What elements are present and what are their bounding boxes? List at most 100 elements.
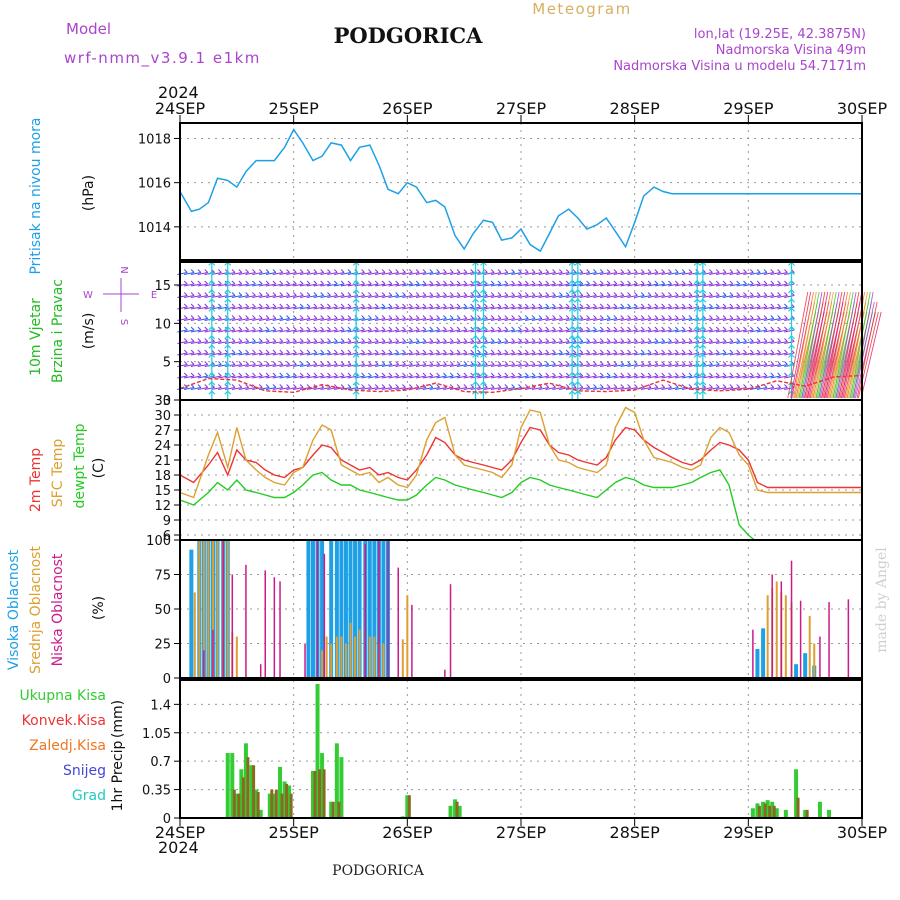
wind-barb-tip xyxy=(327,292,331,296)
mid-cloud-bar xyxy=(349,622,352,678)
wind-barb-tip xyxy=(606,338,611,342)
wind-barb xyxy=(374,318,386,321)
precip-unit: (mm) xyxy=(110,700,126,738)
wind-barb-tip xyxy=(736,292,741,296)
wind-barb xyxy=(231,306,242,310)
wind-barb xyxy=(327,329,338,333)
wind-barb-tip xyxy=(688,349,693,354)
wind-barb-tip xyxy=(293,349,297,354)
wind-barb-tip xyxy=(258,372,263,377)
wind-barb-tip xyxy=(286,372,290,377)
wind-barb-tip xyxy=(531,303,536,308)
wind-barb-tip xyxy=(299,361,304,365)
wind-barb xyxy=(743,283,754,287)
wind-barb xyxy=(715,272,727,275)
wind-barb xyxy=(750,352,761,356)
wind-barb xyxy=(245,306,256,310)
mid-cloud-bar xyxy=(216,540,219,678)
wind-barb-tip xyxy=(204,372,209,377)
wind-barb xyxy=(395,318,406,321)
wind-barb-tip xyxy=(252,338,256,342)
panel-pressure-background xyxy=(180,123,862,260)
panel-clouds-background xyxy=(180,540,862,678)
wind-barb xyxy=(238,295,249,298)
wind-barb-tip xyxy=(258,315,263,319)
sfc-temp-line xyxy=(179,406,862,499)
wind-barb xyxy=(620,352,631,356)
precip-legend: Ukupna Kisa Konvek.Kisa Zaledj.Kisa Snij… xyxy=(19,688,106,804)
wind-barb-tip xyxy=(436,349,440,354)
wind-barb-tip xyxy=(293,361,297,365)
wind-barb xyxy=(518,295,529,298)
wind-barb-tip xyxy=(402,338,406,342)
wind-barb-tip xyxy=(559,303,563,308)
wind-barb xyxy=(436,364,447,367)
wind-barb xyxy=(654,341,665,344)
wind-barb xyxy=(490,387,502,390)
wind-barb-tip xyxy=(381,349,386,354)
wind-barb-tip xyxy=(634,269,638,273)
total-rain-bar xyxy=(320,753,325,818)
wind-barb-tip xyxy=(606,326,611,331)
wind-barb xyxy=(422,318,433,321)
wind-barb xyxy=(402,375,413,379)
wind-barb xyxy=(388,306,399,310)
wind-barb-tip xyxy=(599,280,604,285)
wind-speed-line xyxy=(179,374,863,394)
wind-barb xyxy=(627,306,638,310)
wind-barb xyxy=(702,318,713,321)
wind-barb-tip xyxy=(374,349,379,354)
wind-barb-tip xyxy=(518,292,522,296)
legend-convective-rain: Konvek.Kisa xyxy=(22,713,106,729)
wind-barb-tip xyxy=(511,384,515,388)
wind-barb xyxy=(190,306,202,310)
total-rain-bar xyxy=(761,801,766,818)
wind-barb-tip xyxy=(197,372,202,377)
wind-barb-tip xyxy=(518,280,522,285)
wind-barb xyxy=(600,272,611,275)
wind-barb-tip xyxy=(415,269,420,273)
wind-barb xyxy=(374,295,386,298)
wind-barb xyxy=(183,387,195,390)
wind-barb xyxy=(750,364,761,367)
wind-barb-tip xyxy=(586,269,591,273)
wind-barb-tip xyxy=(252,269,256,273)
wind-barb xyxy=(340,329,352,333)
wind-barb-tip xyxy=(265,338,270,342)
wind-barb xyxy=(586,387,597,390)
wind-barb-tip xyxy=(306,326,311,331)
wind-barb-tip xyxy=(245,361,250,365)
wind-barb xyxy=(511,283,522,287)
wind-barb xyxy=(770,272,781,275)
wind-barb xyxy=(497,295,508,298)
wind-barb xyxy=(238,272,249,275)
wind-streak xyxy=(849,291,871,399)
wind-barb xyxy=(627,283,638,287)
wind-streak xyxy=(790,291,812,399)
wind-barb-tip xyxy=(381,315,386,319)
wind-barb-tip xyxy=(606,269,611,273)
wind-barb xyxy=(443,295,454,298)
wind-barb-tip xyxy=(763,361,768,365)
wind-barb xyxy=(750,329,761,333)
wind-barb-tip xyxy=(709,361,713,365)
wind-barb-tip xyxy=(729,303,734,308)
wind-streak xyxy=(838,291,860,399)
wind-barb xyxy=(368,352,379,356)
compass-south: S xyxy=(118,319,129,325)
wind-barb xyxy=(463,272,474,275)
wind-barb-tip xyxy=(586,326,591,331)
coords-label: lon,lat (19.25E, 42.3875N) xyxy=(694,27,866,42)
wind-barb xyxy=(640,329,652,333)
wind-barb-tip xyxy=(579,269,584,273)
wind-barb-tip xyxy=(299,338,304,342)
wind-barb-tip xyxy=(463,269,468,273)
wind-barb-tip xyxy=(490,338,495,342)
wind-barb xyxy=(763,295,774,298)
wind-barb xyxy=(756,306,768,310)
wind-barb-tip xyxy=(483,303,488,308)
y-tick-label: 0 xyxy=(163,394,171,409)
wind-barb-tip xyxy=(674,372,679,377)
wind-barb xyxy=(640,375,652,379)
wind-barb-tip xyxy=(545,326,550,331)
